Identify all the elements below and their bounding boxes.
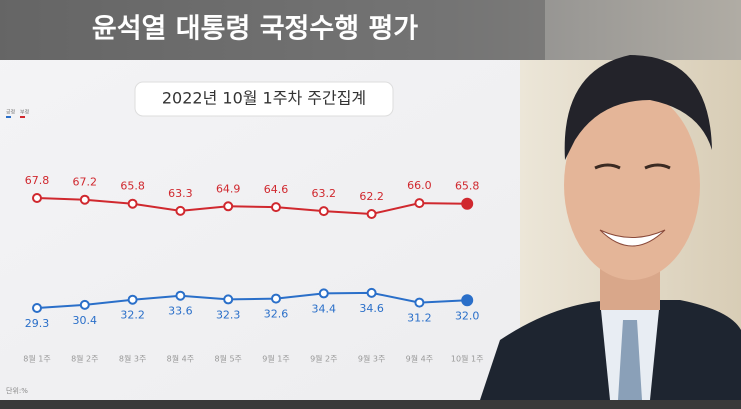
- value-label: 29.3: [25, 317, 50, 330]
- tie: [618, 320, 642, 400]
- data-point: [32, 193, 42, 203]
- value-label: 67.2: [73, 176, 98, 189]
- value-label: 63.2: [312, 187, 337, 200]
- x-tick-label: 8월 2주: [71, 354, 98, 364]
- data-point: [414, 198, 425, 209]
- legend-label: 부정: [20, 109, 29, 116]
- value-label: 34.4: [312, 302, 337, 315]
- data-point: [127, 198, 138, 209]
- value-label: 32.2: [120, 309, 145, 322]
- data-point: [318, 206, 329, 217]
- data-point: [223, 201, 234, 212]
- data-point: [271, 293, 281, 304]
- header-shade: [0, 0, 545, 60]
- x-tick-label: 8월 5주: [214, 354, 241, 364]
- x-tick-label: 8월 3주: [119, 354, 146, 364]
- value-label: 67.8: [25, 174, 50, 187]
- data-point: [175, 290, 186, 301]
- data-point: [461, 197, 474, 210]
- value-label: 32.0: [455, 309, 480, 322]
- chart-title: 윤석열 대통령 국정수행 평가: [92, 14, 418, 45]
- smile: [599, 229, 666, 247]
- hair: [564, 55, 712, 160]
- data-point: [414, 297, 425, 308]
- legend-label: 긍정: [6, 109, 15, 116]
- value-label: 31.2: [407, 312, 432, 325]
- value-label: 32.6: [264, 308, 289, 321]
- portrait-photo: [480, 55, 741, 400]
- subtitle-box: [134, 81, 394, 117]
- data-point: [366, 209, 377, 219]
- x-tick-label: 8월 1주: [23, 354, 50, 364]
- legend-swatch: [6, 116, 11, 118]
- chart-subtitle: 2022년 10월 1주차 주간집계: [162, 89, 366, 108]
- data-point: [366, 287, 377, 298]
- eye-right: [644, 163, 671, 170]
- value-label: 64.9: [216, 182, 241, 195]
- x-tick-label: 9월 3주: [358, 354, 385, 364]
- value-label: 65.8: [455, 180, 480, 193]
- value-label: 34.6: [359, 302, 384, 315]
- value-label: 63.3: [168, 187, 193, 200]
- x-tick-label: 10월 1주: [451, 354, 484, 364]
- data-point: [461, 294, 474, 307]
- data-point: [271, 202, 281, 213]
- data-point: [318, 288, 329, 299]
- data-point: [175, 205, 186, 216]
- eye-left: [594, 163, 621, 170]
- value-label: 66.0: [407, 179, 432, 192]
- series-line: [36, 197, 468, 216]
- value-label: 64.6: [264, 183, 289, 196]
- value-label: 65.8: [120, 180, 145, 193]
- value-label: 30.4: [73, 314, 98, 327]
- data-point: [223, 294, 234, 305]
- data-point: [127, 294, 138, 305]
- value-label: 62.2: [359, 190, 384, 203]
- x-tick-label: 9월 1주: [262, 354, 289, 364]
- x-tick-label: 8월 4주: [167, 354, 194, 364]
- value-label: 32.3: [216, 308, 241, 321]
- series-line: [36, 291, 468, 309]
- data-point: [79, 299, 90, 310]
- x-tick-label: 9월 4주: [406, 354, 433, 364]
- legend-swatch: [20, 116, 25, 118]
- data-point: [32, 303, 42, 313]
- value-label: 33.6: [168, 305, 193, 318]
- face: [564, 90, 700, 280]
- unit-note: 단위:%: [6, 386, 28, 395]
- data-point: [79, 194, 90, 205]
- bottom-bar: [0, 400, 741, 409]
- x-tick-label: 9월 2주: [310, 354, 337, 364]
